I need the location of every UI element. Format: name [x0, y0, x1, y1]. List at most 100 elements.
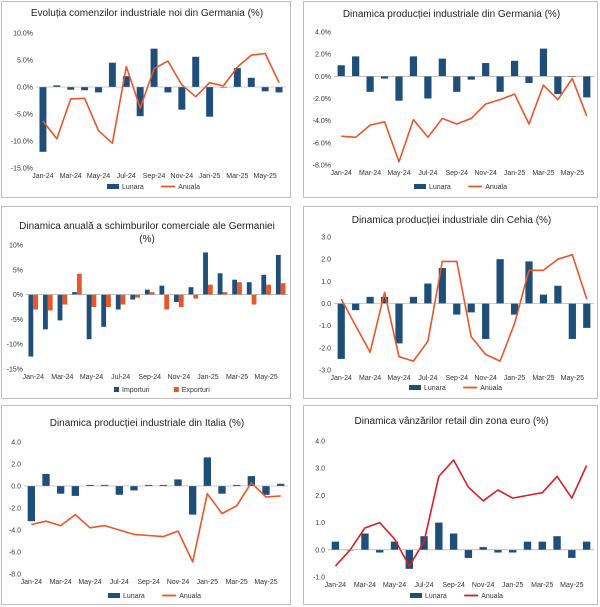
- x-tick-label: Jul-24: [418, 375, 437, 382]
- bar-lunara: [467, 76, 475, 80]
- x-tick-label: May-24: [87, 173, 110, 180]
- y-tick-label: -8.0: [9, 572, 21, 579]
- bar-lunara: [424, 283, 432, 304]
- bar-lunara: [496, 76, 504, 92]
- x-tick-label: Jul-24: [117, 173, 136, 180]
- bar-exports: [106, 294, 111, 307]
- bar-exports: [91, 294, 97, 307]
- bar-lunara: [159, 484, 167, 486]
- chart-title: Dinamica vânzărilor retail din zona euro…: [355, 416, 549, 427]
- x-tick-label: Nov-24: [168, 374, 191, 381]
- legend-label: Lunara: [122, 184, 144, 191]
- chart-title: (%): [139, 234, 155, 245]
- x-tick-label: Mar-24: [354, 582, 376, 589]
- bar-lunara: [376, 549, 384, 553]
- y-tick-label: -1.0: [319, 323, 331, 330]
- legend-swatch: [107, 184, 119, 189]
- y-tick-label: -10.0%: [11, 139, 33, 146]
- legend-swatch: [409, 385, 421, 390]
- bar-lunara: [438, 268, 446, 304]
- bar-lunara: [525, 76, 533, 83]
- x-tick-label: May-25: [254, 374, 277, 381]
- x-tick-label: Mar-24: [359, 170, 381, 177]
- line-anuala: [334, 459, 588, 567]
- bar-lunara: [206, 87, 214, 117]
- x-tick-label: May-24: [387, 170, 410, 177]
- legend-label: Exporturi: [182, 387, 210, 394]
- x-tick-label: Mar-24: [51, 374, 73, 381]
- bar-lunara: [568, 549, 576, 558]
- bar-lunara: [380, 76, 389, 79]
- bar-exports: [76, 273, 82, 295]
- bar-lunara: [554, 285, 562, 304]
- bar-lunara: [553, 536, 561, 550]
- bar-exports: [135, 294, 140, 298]
- x-tick-label: Jan-25: [504, 375, 526, 382]
- x-tick-label: Sep-24: [445, 170, 468, 177]
- bar-lunara: [247, 476, 255, 486]
- bar-lunara: [538, 541, 546, 550]
- x-tick-label: Jul-24: [110, 579, 129, 586]
- y-tick-label: 10.0%: [13, 31, 33, 38]
- y-tick-label: 2.0: [321, 257, 331, 264]
- x-tick-label: Nov-24: [167, 579, 190, 586]
- bar-imports: [203, 252, 208, 295]
- x-tick-label: Jan-24: [32, 173, 54, 180]
- x-tick-label: Sep-24: [138, 374, 161, 381]
- bar-lunara: [57, 486, 65, 494]
- x-tick-label: May-25: [254, 579, 277, 586]
- bar-lunara: [496, 259, 504, 304]
- bar-imports: [188, 287, 194, 295]
- bar-imports: [130, 294, 136, 300]
- x-tick-label: Sep-24: [143, 173, 166, 180]
- legend-label: Lunara: [429, 184, 451, 191]
- bar-lunara: [494, 549, 502, 553]
- bar-lunara: [405, 549, 413, 569]
- bar-lunara: [247, 77, 255, 87]
- chart-svg: Dinamica vânzărilor retail din zona euro…: [313, 416, 594, 600]
- bar-lunara: [435, 522, 443, 550]
- bar-lunara: [467, 303, 475, 313]
- bar-lunara: [192, 56, 200, 87]
- x-tick-label: Jan-24: [325, 582, 347, 589]
- x-tick-label: Jul-24: [415, 582, 434, 589]
- bar-lunara: [361, 533, 369, 550]
- legend-label: Lunara: [425, 593, 447, 600]
- bar-lunara: [39, 87, 47, 152]
- bar-lunara: [366, 296, 374, 304]
- y-tick-label: 0.0: [11, 484, 21, 491]
- bar-lunara: [424, 76, 432, 99]
- bar-lunara: [482, 63, 490, 77]
- bar-exports: [251, 294, 257, 305]
- bar-exports: [237, 282, 242, 295]
- bar-lunara: [449, 533, 458, 550]
- y-tick-label: 4.0%: [315, 30, 331, 37]
- x-tick-label: May-25: [561, 170, 584, 177]
- x-tick-label: Jan-24: [331, 170, 353, 177]
- legend-label: Anuala: [485, 184, 507, 191]
- bar-lunara: [510, 303, 519, 315]
- y-tick-label: 1.0: [321, 279, 331, 286]
- bar-imports: [246, 282, 252, 295]
- bar-lunara: [568, 303, 576, 339]
- bar-lunara: [277, 483, 285, 486]
- bar-lunara: [218, 486, 226, 494]
- bar-lunara: [261, 87, 269, 92]
- x-tick-label: Nov-24: [474, 170, 497, 177]
- chart-panel-germany-new-industrial-orders: Evoluția comenzilor industriale noi din …: [1, 1, 291, 198]
- y-tick-label: -5%: [11, 317, 23, 324]
- bar-imports: [275, 254, 281, 295]
- y-tick-label: -15%: [7, 367, 23, 374]
- bar-imports: [72, 292, 77, 295]
- bar-lunara: [136, 87, 144, 117]
- bar-lunara: [554, 76, 562, 95]
- bar-lunara: [583, 303, 591, 328]
- bar-exports: [149, 292, 155, 295]
- y-tick-label: -2.0: [319, 345, 331, 352]
- y-tick-label: -1.0: [313, 575, 325, 582]
- bar-exports: [207, 284, 213, 295]
- bar-lunara: [27, 486, 35, 522]
- bar-imports: [43, 294, 48, 330]
- x-tick-label: May-25: [253, 173, 276, 180]
- y-tick-label: 1.0: [315, 520, 325, 527]
